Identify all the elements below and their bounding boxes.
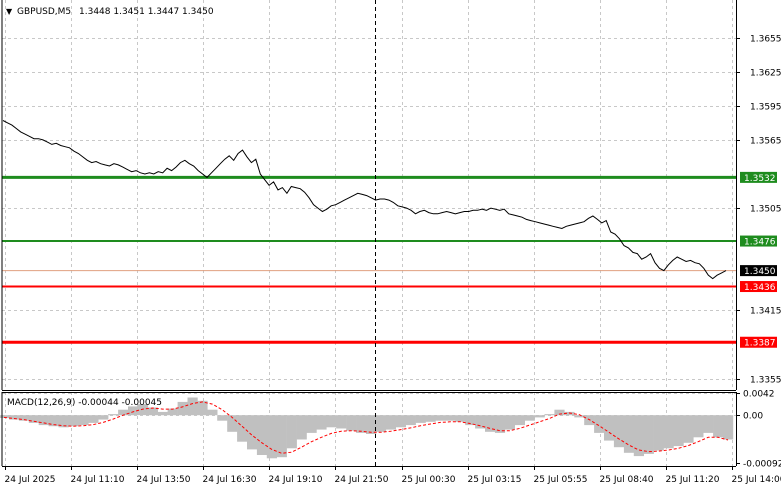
x-tick-label: 25 Jul 00:30 [402, 475, 456, 485]
macd-bar [525, 415, 535, 421]
x-tick-label: 24 Jul 2025 [5, 475, 56, 485]
macd-bar [207, 410, 217, 416]
x-tick-label: 25 Jul 11:20 [666, 475, 720, 485]
macd-bar [693, 415, 703, 437]
macd-bar [535, 415, 545, 417]
macd-bar [376, 415, 386, 432]
x-tick-label: 24 Jul 11:10 [71, 475, 125, 485]
macd-bar [445, 415, 455, 421]
macd-bar [545, 414, 555, 415]
y-tick-label: 1.3355 [750, 376, 781, 386]
macd-bar [683, 415, 693, 443]
macd-bar [277, 415, 287, 457]
macd-bar [346, 415, 356, 431]
macd-bar [634, 415, 644, 456]
macd-bar [316, 415, 326, 429]
macd-bar [426, 415, 436, 422]
macd-bar [604, 415, 614, 440]
macd-bar [366, 415, 376, 434]
level-tag-label: 1.3450 [744, 267, 776, 277]
macd-bar [257, 415, 267, 455]
macd-bar [247, 415, 257, 449]
y-tick-label: 1.3505 [750, 205, 781, 215]
level-tag-label: 1.3532 [744, 174, 776, 184]
macd-bar [168, 409, 178, 416]
macd-bar [713, 415, 723, 437]
macd-bar [574, 415, 584, 417]
macd-bar [69, 415, 79, 426]
macd-bar [237, 415, 247, 442]
macd-bar [267, 415, 277, 458]
macd-bar [515, 415, 525, 425]
macd-bar [644, 415, 654, 454]
macd-bar [307, 415, 317, 433]
x-tick-label: 24 Jul 13:50 [137, 475, 191, 485]
macd-bar [39, 415, 49, 425]
y-tick-label: 1.3565 [750, 137, 781, 147]
macd-y-tick-label: 0.00 [743, 412, 763, 422]
macd-bar [178, 402, 188, 415]
y-tick-label: 1.3415 [750, 307, 781, 317]
level-tag-label: 1.3436 [744, 283, 776, 293]
x-tick-label: 24 Jul 21:50 [335, 475, 389, 485]
x-tick-label: 25 Jul 03:15 [468, 475, 522, 485]
macd-bar [78, 415, 88, 425]
header: ▼ GBPUSD,M5 1.3448 1.3451 1.3447 1.3450 [6, 7, 214, 17]
macd-bar [297, 415, 307, 439]
y-tick-label: 1.3625 [750, 69, 781, 79]
macd-bar [416, 415, 426, 423]
macd-bar [654, 415, 664, 450]
macd-bar [664, 415, 674, 448]
level-tag-label: 1.3476 [744, 238, 776, 248]
macd-bar [326, 415, 336, 427]
y-tick-label: 1.3595 [750, 103, 781, 113]
macd-bar [287, 415, 297, 448]
macd-bar [594, 415, 604, 433]
macd-y-tick-label: 0.0042 [743, 390, 775, 400]
ohlc-values: 1.3448 1.3451 1.3447 1.3450 [79, 7, 214, 17]
macd-y-tick-label: -0.00092 [743, 460, 781, 470]
macd-bar [158, 412, 168, 415]
macd-bar [108, 414, 118, 415]
symbol-timeframe: GBPUSD,M5 [17, 7, 71, 17]
x-tick-label: 25 Jul 14:00 [732, 475, 781, 485]
macd-bar [674, 415, 684, 446]
macd-bar [188, 398, 198, 416]
macd-bar [435, 415, 445, 421]
macd-bar [336, 415, 346, 428]
macd-bar [217, 415, 227, 421]
macd-bar [406, 415, 416, 425]
x-tick-label: 25 Jul 08:40 [600, 475, 654, 485]
x-tick-label: 25 Jul 05:55 [534, 475, 588, 485]
macd-bar [703, 415, 713, 433]
macd-bar [723, 415, 733, 439]
x-tick-label: 24 Jul 19:10 [269, 475, 323, 485]
macd-bar [396, 415, 406, 427]
macd-bar [505, 415, 515, 429]
macd-bar [98, 415, 108, 419]
level-tag-label: 1.3387 [744, 339, 776, 349]
collapse-arrow-icon[interactable]: ▼ [6, 7, 13, 16]
macd-bar [455, 415, 465, 422]
y-tick-label: 1.3655 [750, 35, 781, 45]
macd-bar [614, 415, 624, 447]
macd-bar [356, 415, 366, 433]
macd-bar [386, 415, 396, 429]
macd-label: MACD(12,26,9) -0.00044 -0.00045 [7, 398, 162, 408]
x-tick-label: 24 Jul 16:30 [203, 475, 257, 485]
macd-bar [88, 415, 98, 423]
